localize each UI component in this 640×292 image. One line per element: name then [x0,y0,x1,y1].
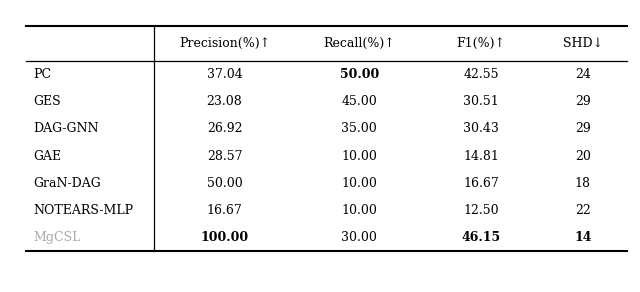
Text: 10.00: 10.00 [341,150,377,163]
Text: 50.00: 50.00 [207,177,243,190]
Text: 30.51: 30.51 [463,95,499,108]
Text: 20: 20 [575,150,591,163]
Text: 10.00: 10.00 [341,177,377,190]
Text: 28.57: 28.57 [207,150,242,163]
Text: 30.43: 30.43 [463,122,499,135]
Text: GraN-DAG: GraN-DAG [33,177,101,190]
Text: 29: 29 [575,95,591,108]
Text: 22: 22 [575,204,591,217]
Text: 16.67: 16.67 [207,204,243,217]
Text: 35.00: 35.00 [341,122,377,135]
Text: 12.50: 12.50 [463,204,499,217]
Text: 100.00: 100.00 [200,231,248,244]
Text: SHD↓: SHD↓ [563,37,603,50]
Text: 18: 18 [575,177,591,190]
Text: 46.15: 46.15 [461,231,500,244]
Text: Precision(%)↑: Precision(%)↑ [179,37,270,50]
Text: DAG-GNN: DAG-GNN [33,122,99,135]
Text: Recall(%)↑: Recall(%)↑ [323,37,395,50]
Text: MgCSL: MgCSL [33,231,81,244]
Text: 29: 29 [575,122,591,135]
Text: 30.00: 30.00 [341,231,377,244]
Text: 50.00: 50.00 [340,68,379,81]
Text: 23.08: 23.08 [207,95,243,108]
Text: PC: PC [33,68,51,81]
Text: 42.55: 42.55 [463,68,499,81]
Text: 10.00: 10.00 [341,204,377,217]
Text: 45.00: 45.00 [341,95,377,108]
Text: 26.92: 26.92 [207,122,242,135]
Text: 14.81: 14.81 [463,150,499,163]
Text: 24: 24 [575,68,591,81]
Text: F1(%)↑: F1(%)↑ [456,37,506,50]
Text: GES: GES [33,95,61,108]
Text: NOTEARS-MLP: NOTEARS-MLP [33,204,133,217]
Text: 16.67: 16.67 [463,177,499,190]
Text: 14: 14 [574,231,591,244]
Text: GAE: GAE [33,150,61,163]
Text: 37.04: 37.04 [207,68,243,81]
